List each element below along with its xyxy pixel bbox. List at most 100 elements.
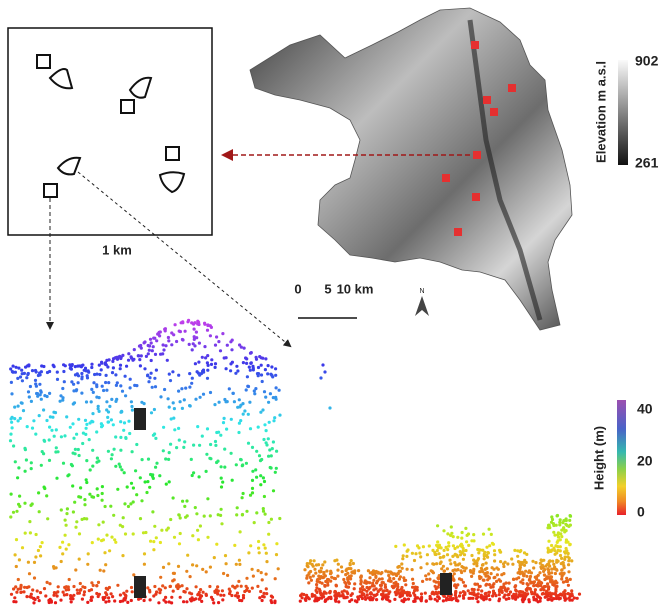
- lidar-point: [72, 389, 75, 392]
- lidar-point: [151, 475, 154, 478]
- lidar-point: [327, 578, 330, 581]
- lidar-point: [91, 449, 94, 452]
- lidar-point: [203, 515, 206, 518]
- lidar-point: [344, 573, 347, 576]
- lidar-point: [526, 582, 529, 585]
- lidar-point: [436, 540, 439, 543]
- lidar-point: [148, 589, 151, 592]
- lidar-point: [107, 596, 110, 599]
- lidar-point: [314, 572, 317, 575]
- lidar-point: [167, 336, 170, 339]
- lidar-point: [435, 562, 438, 565]
- lidar-point: [195, 512, 198, 515]
- lidar-point: [318, 570, 321, 573]
- lidar-point: [198, 342, 201, 345]
- lidar-point: [160, 529, 163, 532]
- lidar-point: [146, 374, 149, 377]
- lidar-point: [9, 439, 12, 442]
- lidar-point: [379, 572, 382, 575]
- lidar-point: [196, 370, 199, 373]
- lidar-point: [177, 427, 180, 430]
- lidar-point: [72, 510, 75, 513]
- lidar-point: [337, 600, 340, 603]
- lidar-point: [17, 503, 20, 506]
- lidar-point: [129, 502, 132, 505]
- lidar-point: [396, 589, 399, 592]
- lidar-point: [214, 366, 217, 369]
- lidar-point: [167, 458, 170, 461]
- lidar-point: [488, 598, 491, 601]
- lidar-point: [388, 600, 391, 603]
- lidar-point: [163, 328, 166, 331]
- lidar-point: [145, 355, 148, 358]
- lidar-point: [198, 444, 201, 447]
- lidar-point: [30, 461, 33, 464]
- lidar-point: [40, 398, 43, 401]
- lidar-point: [110, 536, 113, 539]
- lidar-point: [551, 560, 554, 563]
- lidar-point: [476, 548, 479, 551]
- lidar-point: [258, 355, 261, 358]
- lidar-point: [126, 601, 129, 604]
- lidar-point: [150, 372, 153, 375]
- lidar-point: [185, 499, 188, 502]
- lidar-point: [270, 518, 273, 521]
- lidar-point: [521, 578, 524, 581]
- lidar-point: [381, 593, 384, 596]
- lidar-point: [239, 419, 242, 422]
- lidar-point: [167, 397, 170, 400]
- lidar-point: [564, 523, 567, 526]
- lidar-point: [121, 390, 124, 393]
- lidar-point: [413, 559, 416, 562]
- lidar-point: [216, 460, 219, 463]
- lidar-point: [37, 374, 40, 377]
- lidar-point: [70, 600, 73, 603]
- lidar-point: [149, 598, 152, 601]
- lidar-point: [206, 354, 209, 357]
- lidar-point: [487, 591, 490, 594]
- lidar-point: [111, 453, 114, 456]
- lidar-point: [243, 347, 246, 350]
- lidar-point: [369, 598, 372, 601]
- lidar-point: [327, 596, 330, 599]
- height-tick-label: 0: [637, 504, 645, 520]
- lidar-point: [27, 561, 30, 564]
- lidar-point: [249, 369, 252, 372]
- lidar-point: [215, 543, 218, 546]
- lidar-point: [264, 547, 267, 550]
- lidar-point: [265, 441, 268, 444]
- lidar-point: [217, 431, 220, 434]
- lidar-point: [119, 420, 122, 423]
- lidar-point: [206, 497, 209, 500]
- lidar-point: [112, 366, 115, 369]
- lidar-point: [395, 593, 398, 596]
- lidar-point: [435, 544, 438, 547]
- lidar-point: [197, 538, 200, 541]
- lidar-point: [374, 575, 377, 578]
- lidar-point: [477, 592, 480, 595]
- lidar-point: [152, 345, 155, 348]
- lidar-point: [108, 405, 111, 408]
- page: 1 km 0 5 10 km N 902 261 Elevation m a.s…: [0, 0, 668, 608]
- inset-box: [8, 28, 212, 235]
- lidar-point: [328, 591, 331, 594]
- lidar-point: [162, 566, 165, 569]
- lidar-point: [212, 601, 215, 604]
- lidar-point: [132, 486, 135, 489]
- lidar-point: [64, 364, 67, 367]
- lidar-point: [440, 546, 443, 549]
- lidar-point: [238, 398, 241, 401]
- lidar-point: [510, 557, 513, 560]
- lidar-point: [213, 403, 216, 406]
- lidar-point: [209, 443, 212, 446]
- lidar-point: [411, 552, 414, 555]
- lidar-point: [143, 599, 146, 602]
- lidar-point: [261, 380, 264, 383]
- lidar-point: [162, 348, 165, 351]
- lidar-point: [83, 369, 86, 372]
- lidar-point: [194, 362, 197, 365]
- lidar-point: [65, 415, 68, 418]
- lidar-point: [556, 541, 559, 544]
- lidar-point: [179, 596, 182, 599]
- lidar-point: [13, 406, 16, 409]
